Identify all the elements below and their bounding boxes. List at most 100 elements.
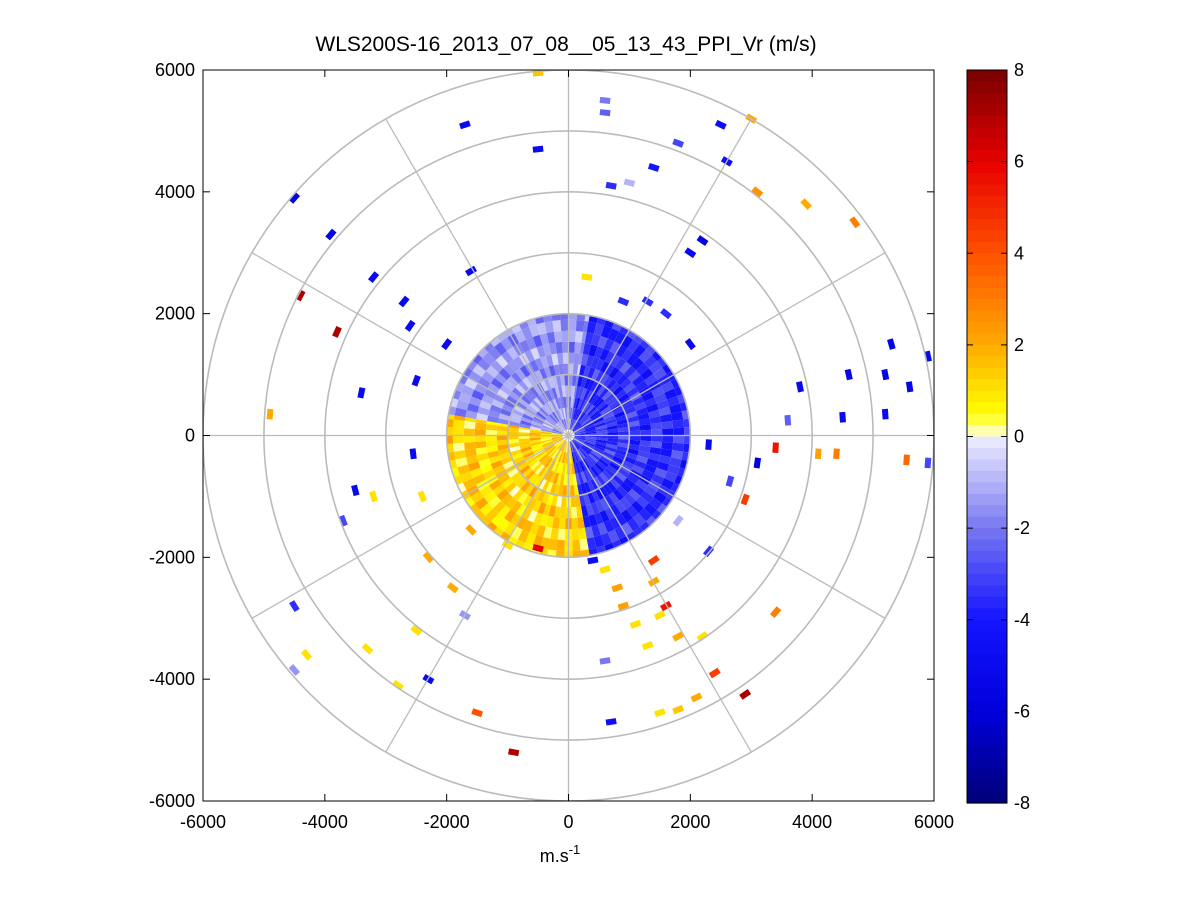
near-field-cell bbox=[570, 485, 575, 497]
echo-mark bbox=[905, 381, 914, 393]
x-tick-label: 2000 bbox=[670, 812, 710, 832]
near-field-cell bbox=[631, 464, 645, 475]
near-field-cell bbox=[532, 488, 542, 501]
near-field-cell bbox=[649, 447, 662, 456]
near-field-cell bbox=[513, 405, 526, 414]
near-field-cell bbox=[644, 463, 657, 474]
near-field-cell bbox=[585, 469, 594, 481]
near-field-cell bbox=[529, 435, 541, 439]
near-field-cell bbox=[607, 428, 619, 433]
echo-mark bbox=[795, 381, 804, 393]
echo-mark bbox=[660, 308, 672, 320]
near-field-cell bbox=[541, 491, 550, 504]
near-field-cell bbox=[518, 428, 530, 433]
near-field-cell bbox=[529, 437, 541, 441]
colorbar-swatch bbox=[967, 459, 1007, 472]
near-field-cell bbox=[534, 357, 544, 370]
near-field-cell bbox=[599, 472, 610, 484]
near-field-cell bbox=[550, 412, 559, 423]
near-field-cell bbox=[544, 320, 554, 334]
colorbar-swatch bbox=[967, 287, 1007, 300]
near-field-cell bbox=[573, 451, 579, 463]
near-field-cell bbox=[672, 419, 684, 429]
near-field-cell bbox=[499, 452, 512, 461]
near-field-cell bbox=[616, 445, 629, 453]
colorbar-swatch bbox=[967, 333, 1007, 346]
near-field-cell bbox=[585, 429, 597, 434]
near-field-cell bbox=[525, 337, 537, 350]
near-field-cell bbox=[507, 435, 519, 440]
near-field-cell bbox=[604, 393, 616, 404]
near-field-cell bbox=[542, 423, 554, 430]
near-field-cell bbox=[581, 445, 592, 454]
near-field-cell bbox=[612, 406, 625, 416]
near-field-cell bbox=[573, 386, 578, 398]
near-field-cell bbox=[636, 455, 649, 464]
near-field-cell bbox=[498, 505, 511, 519]
near-field-cell bbox=[529, 428, 541, 432]
near-field-cell bbox=[484, 388, 497, 400]
echo-mark bbox=[532, 145, 544, 153]
near-field-cell bbox=[564, 374, 569, 386]
near-field-cell bbox=[474, 422, 487, 430]
near-field-cell bbox=[594, 462, 605, 473]
near-field-cell bbox=[572, 539, 581, 552]
near-field-cell bbox=[624, 456, 637, 465]
near-field-cell bbox=[447, 451, 456, 461]
near-field-cell bbox=[538, 478, 547, 491]
near-field-cell bbox=[637, 412, 650, 421]
near-field-cell bbox=[552, 398, 559, 410]
near-field-cell bbox=[547, 549, 557, 557]
near-field-cell bbox=[490, 377, 504, 390]
near-field-cell bbox=[465, 410, 478, 420]
near-field-cell bbox=[508, 391, 521, 402]
near-field-cell bbox=[503, 380, 516, 392]
near-field-cell bbox=[569, 452, 572, 464]
near-field-cell bbox=[536, 345, 546, 358]
near-field-cell bbox=[670, 411, 684, 421]
near-field-cell bbox=[498, 368, 511, 381]
near-field-cell bbox=[474, 435, 486, 443]
near-field-cell bbox=[545, 354, 554, 367]
near-field-cell bbox=[583, 320, 589, 333]
near-field-cell bbox=[662, 496, 672, 508]
near-field-cell bbox=[543, 378, 552, 390]
near-field-cell bbox=[583, 442, 595, 449]
near-field-cell bbox=[555, 341, 563, 354]
near-field-cell bbox=[628, 420, 640, 428]
near-field-cell bbox=[579, 538, 589, 551]
near-field-cell bbox=[555, 423, 565, 432]
near-field-cell bbox=[570, 441, 575, 452]
near-field-cell bbox=[661, 442, 674, 451]
colorbar-swatch bbox=[967, 241, 1007, 254]
echo-mark bbox=[814, 448, 822, 460]
near-field-cell bbox=[571, 407, 576, 419]
near-field-cell bbox=[575, 375, 580, 387]
near-field-cell bbox=[604, 507, 616, 520]
azimuth-spoke bbox=[385, 118, 570, 436]
near-field-cell bbox=[641, 469, 655, 480]
echo-mark bbox=[784, 414, 792, 426]
near-field-cell bbox=[631, 396, 645, 407]
near-field-cell bbox=[661, 381, 675, 393]
near-field-cell bbox=[639, 423, 652, 431]
near-field-cell bbox=[638, 508, 652, 522]
near-field-cell bbox=[553, 461, 560, 473]
near-field-cell bbox=[609, 504, 621, 517]
near-field-cell bbox=[568, 385, 572, 397]
azimuth-spoke bbox=[568, 252, 886, 437]
near-field-cell bbox=[496, 389, 509, 400]
near-field-cell bbox=[574, 436, 586, 440]
near-field-cell bbox=[645, 344, 657, 356]
near-field-cell bbox=[464, 417, 477, 423]
near-field-cell bbox=[644, 485, 658, 498]
near-field-cell bbox=[558, 408, 564, 420]
near-field-cell bbox=[590, 394, 600, 405]
near-field-cell bbox=[616, 485, 629, 498]
near-field-cell bbox=[548, 505, 557, 518]
near-field-cell bbox=[530, 347, 541, 360]
colorbar-swatch bbox=[967, 127, 1007, 140]
near-field-cell bbox=[584, 424, 595, 430]
near-field-cell bbox=[641, 391, 655, 402]
near-field-cell bbox=[480, 463, 493, 474]
